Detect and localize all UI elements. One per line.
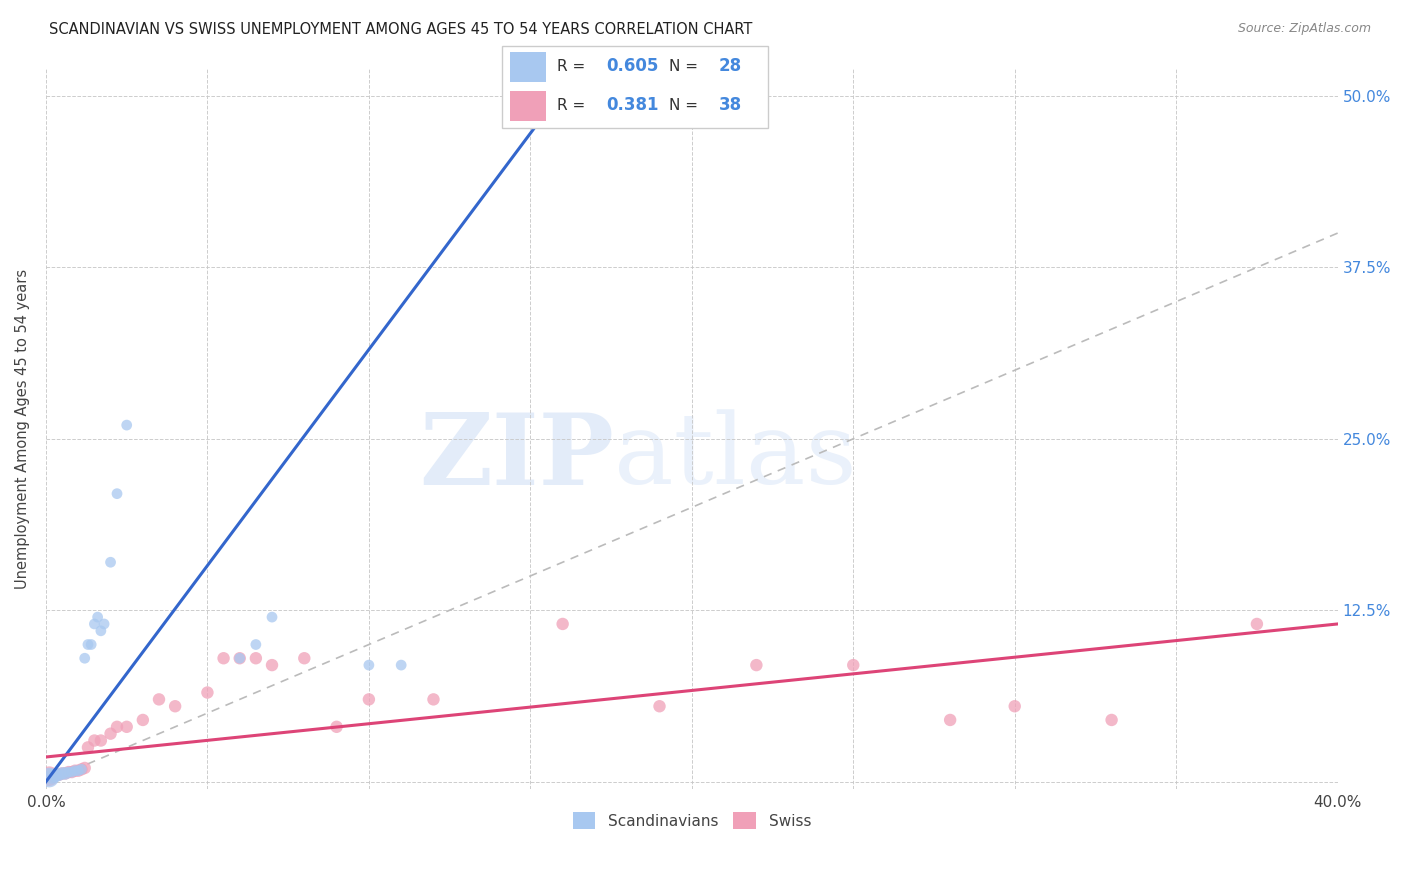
Text: R =: R = <box>557 59 591 74</box>
Bar <box>510 91 546 120</box>
Point <box>228 651 250 665</box>
Point <box>73 761 96 775</box>
Point <box>115 720 138 734</box>
Point <box>132 713 155 727</box>
Point <box>292 651 315 665</box>
Point <box>260 658 283 673</box>
Point <box>70 762 93 776</box>
Point <box>48 768 70 782</box>
Point <box>60 765 83 780</box>
Point <box>105 720 128 734</box>
Point <box>1004 699 1026 714</box>
Point <box>73 651 96 665</box>
Point <box>58 765 80 780</box>
Point <box>77 638 100 652</box>
Point <box>325 720 347 734</box>
Point <box>357 692 380 706</box>
Point <box>38 771 60 785</box>
Point <box>53 766 76 780</box>
Point <box>45 768 67 782</box>
Point <box>551 616 574 631</box>
Text: 28: 28 <box>718 57 741 75</box>
Text: 0.605: 0.605 <box>606 57 658 75</box>
Legend: Scandinavians, Swiss: Scandinavians, Swiss <box>567 806 817 835</box>
Point <box>53 766 76 780</box>
Point <box>90 733 112 747</box>
Point <box>41 769 63 783</box>
Point <box>80 638 103 652</box>
Point <box>245 651 267 665</box>
Text: 38: 38 <box>718 96 741 114</box>
FancyBboxPatch shape <box>502 46 768 128</box>
Point <box>93 616 115 631</box>
Point <box>100 726 122 740</box>
Point <box>63 764 86 778</box>
Point <box>70 762 93 776</box>
Bar <box>510 53 546 82</box>
Point <box>90 624 112 638</box>
Point <box>422 692 444 706</box>
Point <box>83 733 105 747</box>
Point <box>939 713 962 727</box>
Point <box>165 699 187 714</box>
Point <box>41 769 63 783</box>
Point <box>86 610 108 624</box>
Point <box>48 768 70 782</box>
Point <box>63 764 86 778</box>
Point <box>1101 713 1123 727</box>
Text: N =: N = <box>669 59 703 74</box>
Text: N =: N = <box>669 98 703 112</box>
Point <box>228 651 250 665</box>
Point <box>67 764 90 778</box>
Text: SCANDINAVIAN VS SWISS UNEMPLOYMENT AMONG AGES 45 TO 54 YEARS CORRELATION CHART: SCANDINAVIAN VS SWISS UNEMPLOYMENT AMONG… <box>49 22 752 37</box>
Point <box>648 699 671 714</box>
Point <box>212 651 235 665</box>
Y-axis label: Unemployment Among Ages 45 to 54 years: Unemployment Among Ages 45 to 54 years <box>15 268 30 589</box>
Point <box>83 616 105 631</box>
Point <box>45 768 67 782</box>
Text: atlas: atlas <box>614 409 858 505</box>
Point <box>100 555 122 569</box>
Point <box>1246 616 1268 631</box>
Text: Source: ZipAtlas.com: Source: ZipAtlas.com <box>1237 22 1371 36</box>
Point <box>105 486 128 500</box>
Point <box>842 658 865 673</box>
Point <box>197 685 219 699</box>
Text: ZIP: ZIP <box>419 409 614 506</box>
Point <box>260 610 283 624</box>
Text: R =: R = <box>557 98 595 112</box>
Point <box>60 765 83 780</box>
Point <box>551 103 574 117</box>
Point <box>77 740 100 755</box>
Point <box>745 658 768 673</box>
Text: 0.381: 0.381 <box>606 96 658 114</box>
Point <box>148 692 170 706</box>
Point <box>45 769 67 783</box>
Point <box>389 658 412 673</box>
Point <box>58 765 80 780</box>
Point <box>51 766 73 780</box>
Point <box>245 638 267 652</box>
Point <box>115 418 138 433</box>
Point <box>357 658 380 673</box>
Point <box>67 764 90 778</box>
Point <box>38 769 60 783</box>
Point <box>51 766 73 780</box>
